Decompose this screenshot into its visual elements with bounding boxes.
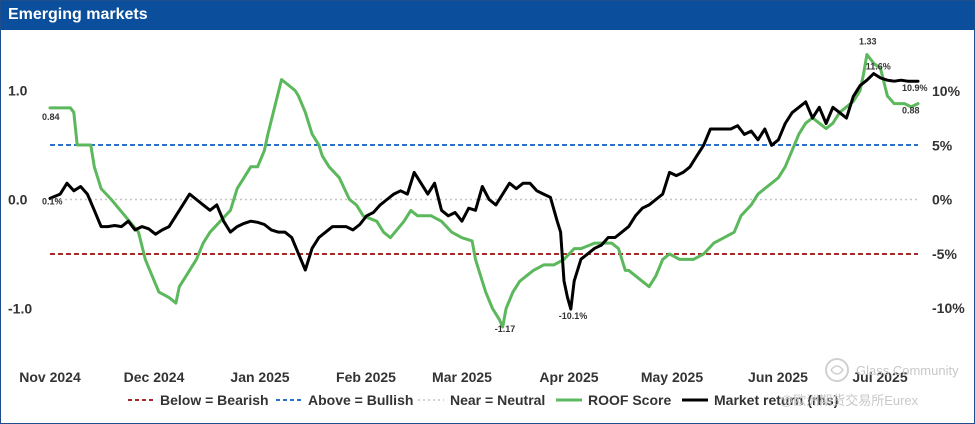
left-tick-label: 1.0 xyxy=(8,83,28,99)
legend: Below = Bearish Above = Bullish Near = Neu… xyxy=(128,392,838,408)
data-label: -1.17 xyxy=(495,324,516,334)
right-tick-label: 0% xyxy=(932,192,953,208)
left-tick-label: 0.0 xyxy=(8,192,28,208)
data-label: 0.1% xyxy=(42,196,63,206)
series-lines xyxy=(48,53,920,329)
right-tick-label: -10% xyxy=(932,300,965,316)
left-tick-label: -1.0 xyxy=(8,301,32,317)
x-tick-label: May 2025 xyxy=(641,369,703,385)
x-tick-label: Jan 2025 xyxy=(230,369,289,385)
legend-label: Above = Bullish xyxy=(308,392,413,408)
watermark-logo-mark-icon xyxy=(830,365,844,375)
axis-ticks: 1.0 0.0 -1.0 10% 5% 0% -5% -10% Nov 2024 Dec 2024… xyxy=(8,83,965,386)
x-tick-label: Nov 2024 xyxy=(19,369,81,385)
data-labels: 0.84 -1.17 1.33 0.88 0.1% -10.1% 11.6% 10.9% xyxy=(42,37,928,335)
data-label: 11.6% xyxy=(866,62,891,72)
x-tick-label: Apr 2025 xyxy=(539,369,598,385)
data-label: -10.1% xyxy=(559,311,588,321)
x-tick-label: Jul 2025 xyxy=(852,369,907,385)
roof-score-line xyxy=(48,53,920,329)
x-tick-label: Jun 2025 xyxy=(748,369,808,385)
x-tick-label: Mar 2025 xyxy=(432,369,492,385)
watermark-brand: @欧洲期货交易所Eurex xyxy=(780,393,919,408)
x-tick-label: Dec 2024 xyxy=(124,369,185,385)
x-tick-label: Feb 2025 xyxy=(336,369,396,385)
chart-title: Emerging markets xyxy=(8,6,148,23)
data-label: 0.84 xyxy=(42,112,60,122)
watermark: Glass Community @欧洲期货交易所Eurex xyxy=(780,358,959,408)
title-bar: Emerging markets xyxy=(1,1,974,30)
legend-label: Near = Neutral xyxy=(450,392,545,408)
watermark-community: Glass Community xyxy=(856,363,959,378)
legend-label: ROOF Score xyxy=(588,392,671,408)
right-tick-label: 10% xyxy=(932,83,961,99)
watermark-logo-icon xyxy=(825,358,849,382)
data-label: 0.88 xyxy=(902,106,920,116)
right-tick-label: 5% xyxy=(932,137,953,153)
legend-label: Market return (rhs) xyxy=(714,392,838,408)
legend-label: Below = Bearish xyxy=(160,392,269,408)
right-tick-label: -5% xyxy=(932,246,957,262)
market-return-line xyxy=(48,72,920,311)
data-label: 1.33 xyxy=(859,37,877,47)
data-label: 10.9% xyxy=(902,83,928,93)
